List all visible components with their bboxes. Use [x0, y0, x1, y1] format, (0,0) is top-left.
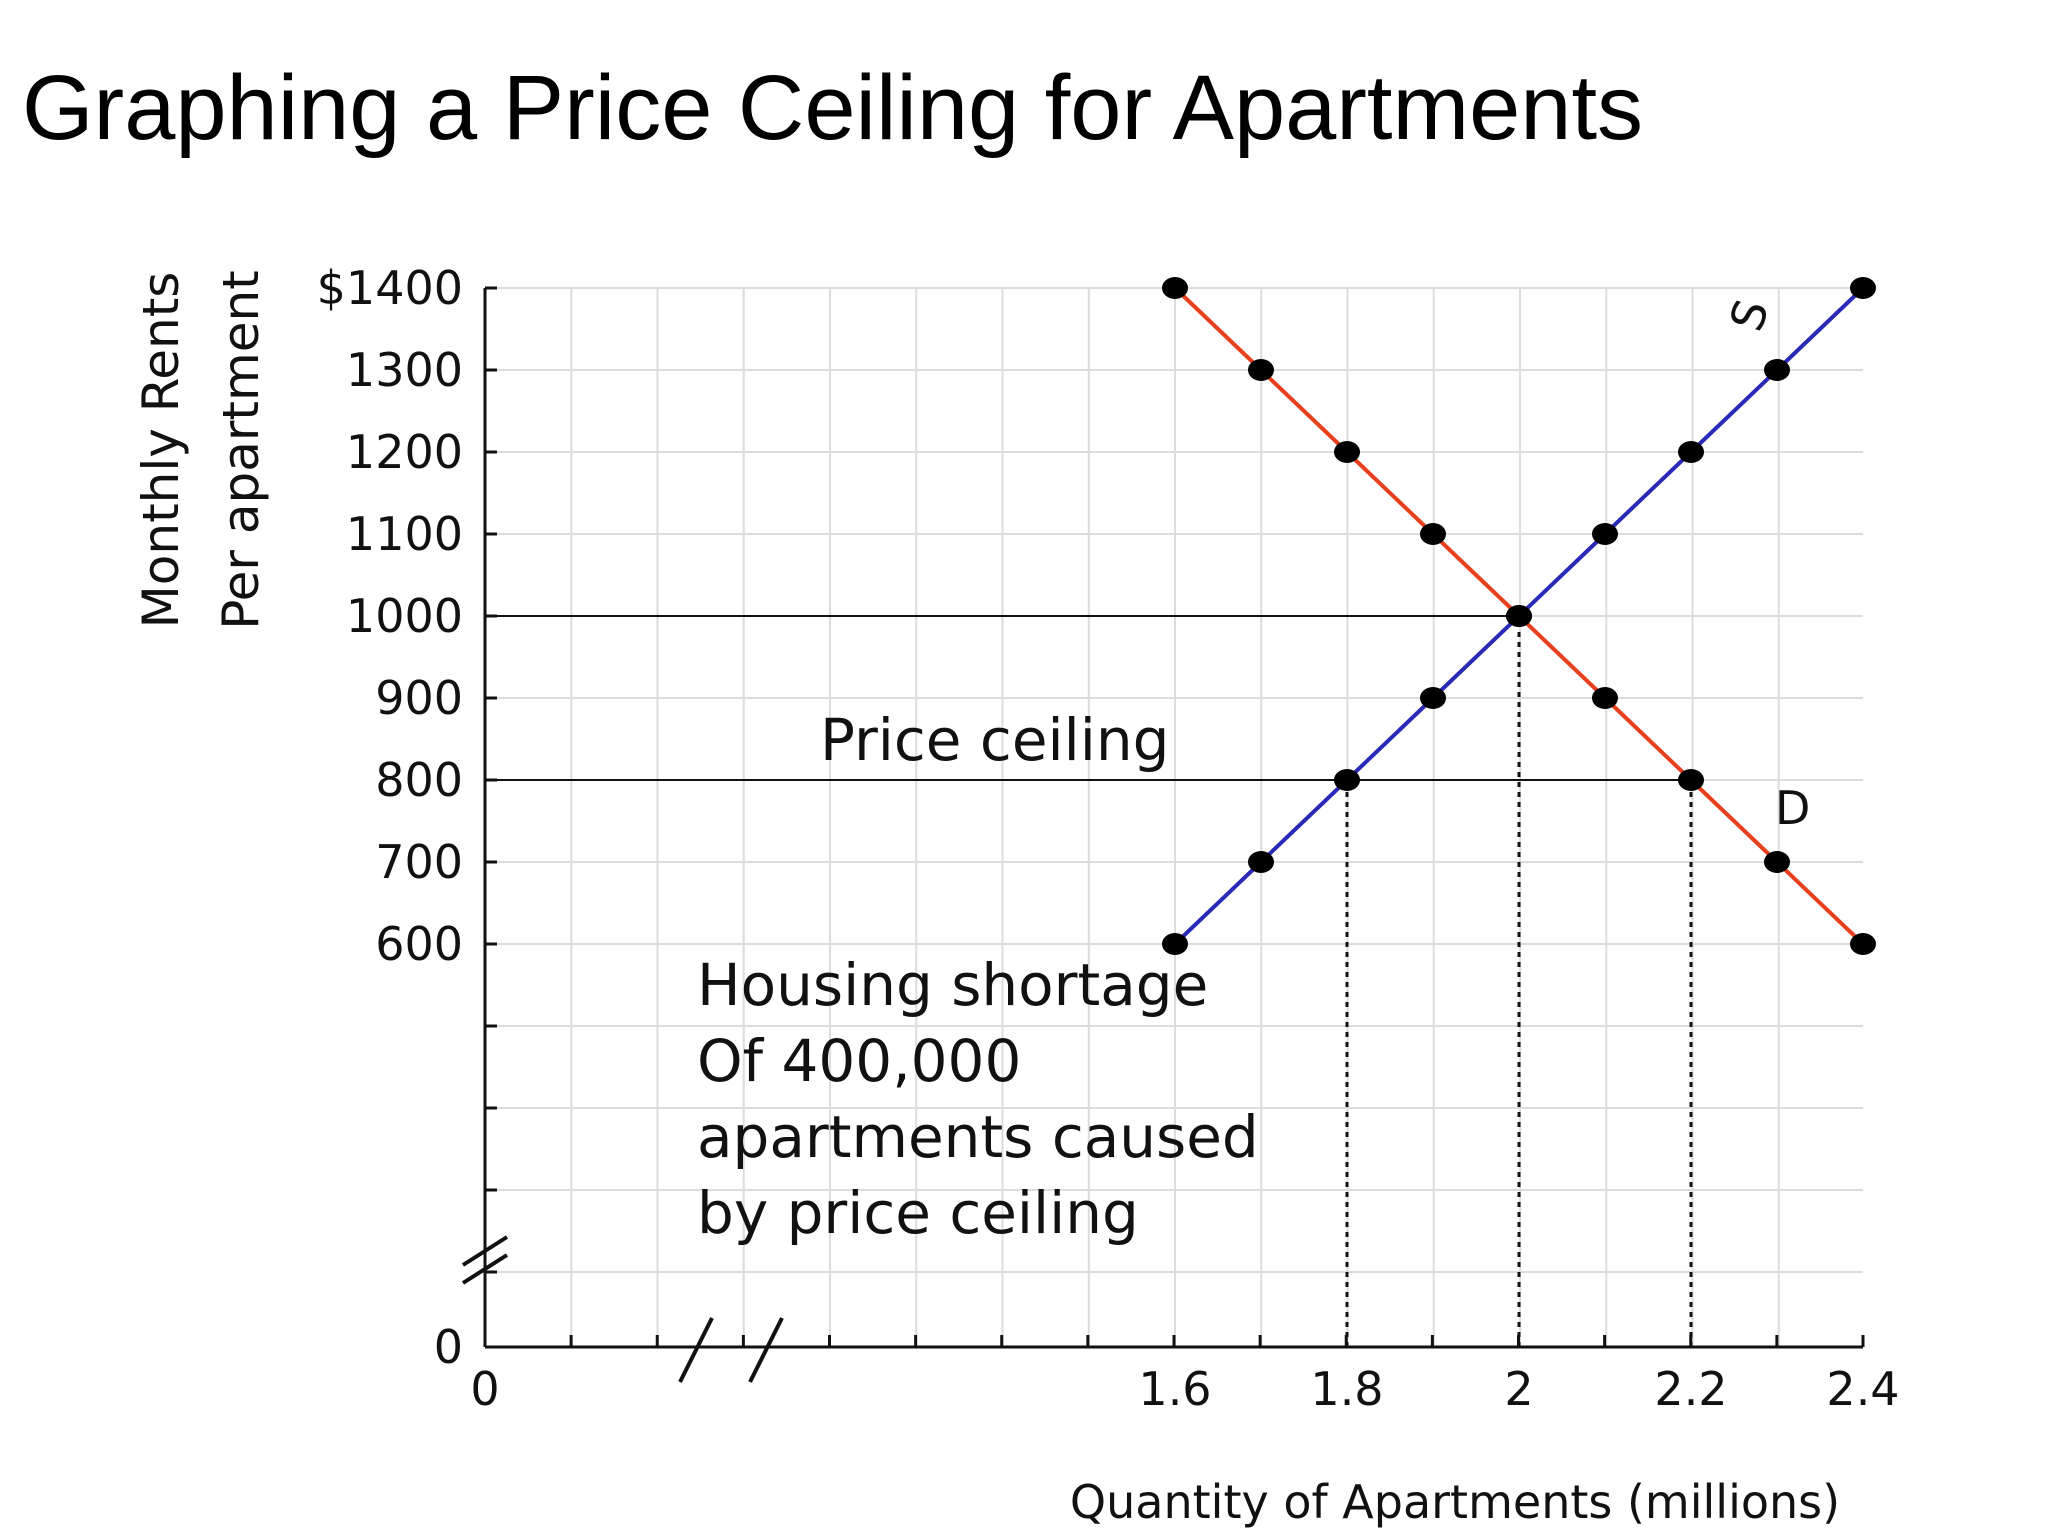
supply-point — [1592, 523, 1618, 545]
annotation-line-1: Housing shortage — [697, 951, 1208, 1019]
y-tick-label: 700 — [375, 835, 463, 889]
supply-point — [1850, 277, 1876, 299]
grid — [485, 287, 1863, 1347]
demand-point — [1764, 851, 1790, 873]
demand-point — [1334, 441, 1360, 463]
y-tick-label: $1400 — [317, 261, 463, 315]
x-tick-label: 0 — [470, 1362, 499, 1416]
supply-point — [1764, 359, 1790, 381]
x-axis-break-mark — [748, 1317, 784, 1383]
demand-point — [1678, 769, 1704, 791]
supply-point — [1334, 769, 1360, 791]
y-tick-label: 1300 — [346, 343, 463, 397]
y-tick-label: 1200 — [346, 425, 463, 479]
x-tick-label: 1.8 — [1310, 1362, 1383, 1416]
y-axis-break-mark — [461, 1253, 509, 1285]
annotation-line-4: by price ceiling — [697, 1179, 1139, 1247]
y-tick-label: 900 — [375, 671, 463, 725]
demand-point — [1248, 359, 1274, 381]
supply-point — [1678, 441, 1704, 463]
y-tick-label: 1100 — [346, 507, 463, 561]
y-axis-title-line-1: Monthly Rents — [132, 272, 190, 629]
series — [1162, 277, 1876, 955]
price-ceiling-label: Price ceiling — [820, 706, 1169, 774]
demand-point — [1592, 687, 1618, 709]
demand-curve-label: D — [1775, 781, 1810, 835]
y-origin-label: 0 — [434, 1320, 463, 1374]
annotation-line-3: apartments caused — [697, 1103, 1259, 1171]
demand-point — [1162, 277, 1188, 299]
y-tick-label: 1000 — [346, 589, 463, 643]
x-axis-break-mark — [678, 1317, 714, 1383]
x-axis-title: Quantity of Apartments (millions) — [1070, 1475, 1840, 1529]
demand-point — [1850, 933, 1876, 955]
y-axis-break-mark — [461, 1235, 509, 1267]
x-tick-label: 2.2 — [1654, 1362, 1727, 1416]
supply-point — [1506, 605, 1532, 627]
y-tick-label: 800 — [375, 753, 463, 807]
slide-title: Graphing a Price Ceiling for Apartments — [22, 57, 1644, 159]
annotation-line-2: Of 400,000 — [697, 1027, 1021, 1095]
supply-point — [1420, 687, 1446, 709]
y-tick-label: 600 — [375, 917, 463, 971]
demand-point — [1420, 523, 1446, 545]
y-axis-title-line-2: Per apartment — [212, 270, 270, 630]
supply-point — [1248, 851, 1274, 873]
reference-lines — [485, 615, 1693, 1347]
supply-point — [1162, 933, 1188, 955]
supply-curve-label: S — [1719, 293, 1779, 337]
x-tick-label: 2 — [1504, 1362, 1533, 1416]
x-tick-label: 2.4 — [1826, 1362, 1899, 1416]
labels: $1400 1300 1200 1100 1000 900 800 700 600 00 1.6 1.… — [317, 261, 1900, 1416]
x-tick-label: 1.6 — [1138, 1362, 1211, 1416]
